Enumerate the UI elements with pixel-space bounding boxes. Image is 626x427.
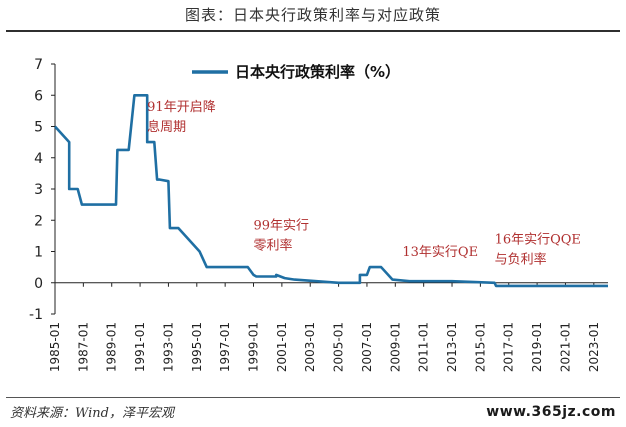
x-tick-label: 1997-01 [218, 322, 232, 372]
source-note: 资料来源：Wind，泽平宏观 [10, 406, 174, 421]
y-tick-label: -1 [29, 307, 43, 323]
legend-label: 日本央行政策利率（%） [235, 63, 400, 81]
y-tick-label: 4 [34, 151, 43, 167]
x-tick-label: 1989-01 [105, 322, 119, 372]
x-tick-label: 2021-01 [558, 322, 572, 372]
x-tick-label: 1993-01 [161, 322, 175, 372]
chart-title: 图表：日本央行政策利率与对应政策 [184, 6, 441, 24]
x-tick-label: 2003-01 [303, 322, 317, 372]
x-tick-label: 2011-01 [417, 322, 431, 372]
y-tick-label: 6 [34, 88, 43, 104]
x-tick-label: 2001-01 [275, 322, 289, 372]
annotation-label: 零利率 [254, 238, 293, 254]
x-tick-label: 2023-01 [587, 322, 601, 372]
x-tick-label: 1999-01 [247, 322, 261, 372]
y-tick-label: 7 [34, 57, 43, 73]
y-tick-label: 5 [34, 120, 43, 136]
x-tick-label: 2007-01 [360, 322, 374, 372]
policy-rate-chart: -1 0 1 2 3 4 5 6 7 1985-01 1987-01 1989-01 1991-01 19… [29, 57, 608, 372]
x-tick-label: 1991-01 [133, 322, 147, 372]
watermark-text: www.365jz.com [486, 404, 616, 420]
series-line-policy-rate [54, 94, 608, 288]
y-tick-label: 0 [34, 276, 43, 292]
x-tick-label: 1995-01 [190, 322, 204, 372]
y-tick-label: 1 [34, 245, 43, 261]
x-tick-label: 2015-01 [473, 322, 487, 372]
annotation-label: 99年实行 [254, 219, 310, 234]
annotation-label: 91年开启降 [147, 100, 216, 115]
x-tick-label: 2019-01 [530, 322, 544, 372]
y-tick-label: 2 [34, 213, 43, 229]
x-tick-label: 2013-01 [445, 322, 459, 372]
annotation-label: 16年实行QQE [495, 233, 581, 248]
x-tick-label: 2005-01 [332, 322, 346, 372]
footer-divider [6, 397, 620, 398]
x-tick-label: 1987-01 [76, 322, 90, 372]
annotation-label: 息周期 [147, 119, 186, 135]
y-tick-label: 3 [34, 182, 43, 198]
annotation-label: 13年实行QE [402, 245, 478, 260]
title-divider [6, 30, 620, 32]
annotation-label: 与负利率 [495, 252, 547, 268]
x-tick-label: 2017-01 [502, 322, 516, 372]
x-tick-label: 1985-01 [48, 322, 62, 372]
x-tick-label: 2009-01 [388, 322, 402, 372]
